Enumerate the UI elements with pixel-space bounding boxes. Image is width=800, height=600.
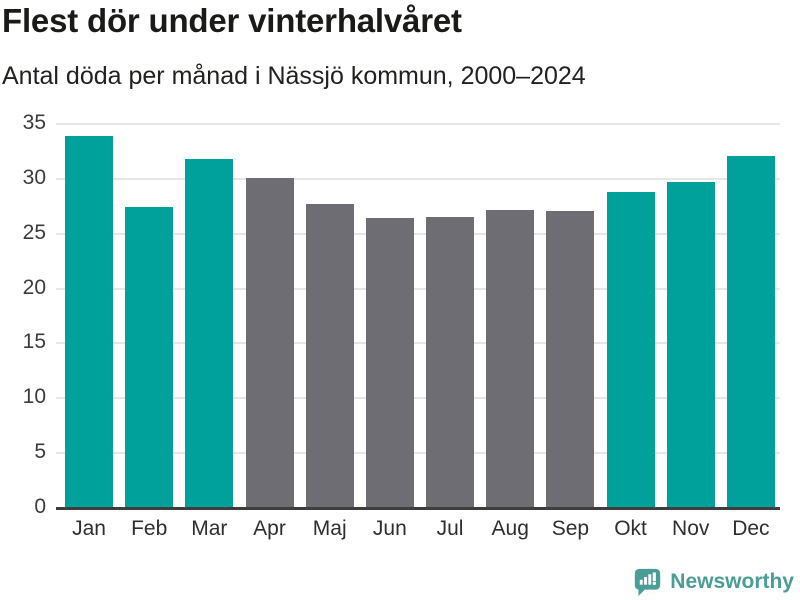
y-tick-label-30: 30 [22, 165, 46, 189]
bar-nov [666, 182, 715, 508]
x-tick-label-jan: Jan [72, 517, 106, 540]
y-tick-label-25: 25 [22, 220, 46, 244]
x-tick-label-jun: Jun [372, 517, 407, 540]
plot-area: 0 5 10 15 20 25 30 35 Jan Feb Mar Apr Maj Jun Jul Aug S… [23, 111, 780, 540]
x-axis-line [56, 507, 780, 510]
bar-sep [546, 210, 595, 508]
x-tick-label-jul: Jul [436, 517, 464, 540]
y-tick-label-20: 20 [22, 275, 46, 299]
bar-jan [65, 136, 113, 508]
gridline-y-20 [56, 287, 780, 290]
y-tick-label-15: 15 [22, 330, 46, 354]
x-tick-label-aug: Aug [491, 517, 529, 540]
chart-title: Flest dör under vinterhalvåret [2, 2, 462, 39]
gridline-y-5 [56, 452, 780, 455]
x-tick-label-apr: Apr [253, 517, 286, 540]
bar-apr [245, 177, 294, 508]
newsworthy-logo-text: Newsworthy [670, 569, 794, 593]
bar-maj [305, 204, 354, 508]
bars-layer [56, 123, 780, 508]
x-tick-label-sep: Sep [551, 517, 590, 540]
x-tick-label-maj: Maj [312, 517, 347, 540]
bar-feb [125, 207, 174, 508]
x-tick-label-okt: Okt [614, 517, 647, 540]
gridline-y-25 [56, 232, 780, 235]
bar-jul [426, 217, 475, 508]
y-tick-label-10: 10 [22, 385, 46, 409]
bar-mar [185, 159, 234, 508]
gridline-y-15 [56, 342, 780, 345]
x-tick-label-nov: Nov [672, 517, 710, 540]
gridline-y-35 [56, 123, 780, 125]
newsworthy-logo: Newsworthy [633, 567, 794, 596]
x-tick-label-dec: Dec [732, 517, 770, 540]
y-tick-label-5: 5 [34, 440, 46, 464]
chart-subtitle: Antal döda per månad i Nässjö kommun, 20… [2, 62, 586, 90]
gridline-y-10 [56, 397, 780, 400]
x-tick-label-feb: Feb [131, 517, 168, 540]
y-tick-label-0: 0 [34, 495, 46, 518]
y-tick-label-35: 35 [22, 111, 46, 134]
gridline-y-30 [56, 177, 780, 180]
newsworthy-logo-icon [635, 568, 661, 596]
bar-jun [365, 218, 414, 508]
bar-aug [486, 209, 535, 508]
bar-dec [726, 155, 775, 508]
bar-okt [606, 192, 655, 508]
x-axis-labels: Jan Feb Mar Apr Maj Jun Jul Aug Sep Okt Nov Dec [56, 517, 780, 541]
x-tick-label-mar: Mar [191, 517, 228, 540]
